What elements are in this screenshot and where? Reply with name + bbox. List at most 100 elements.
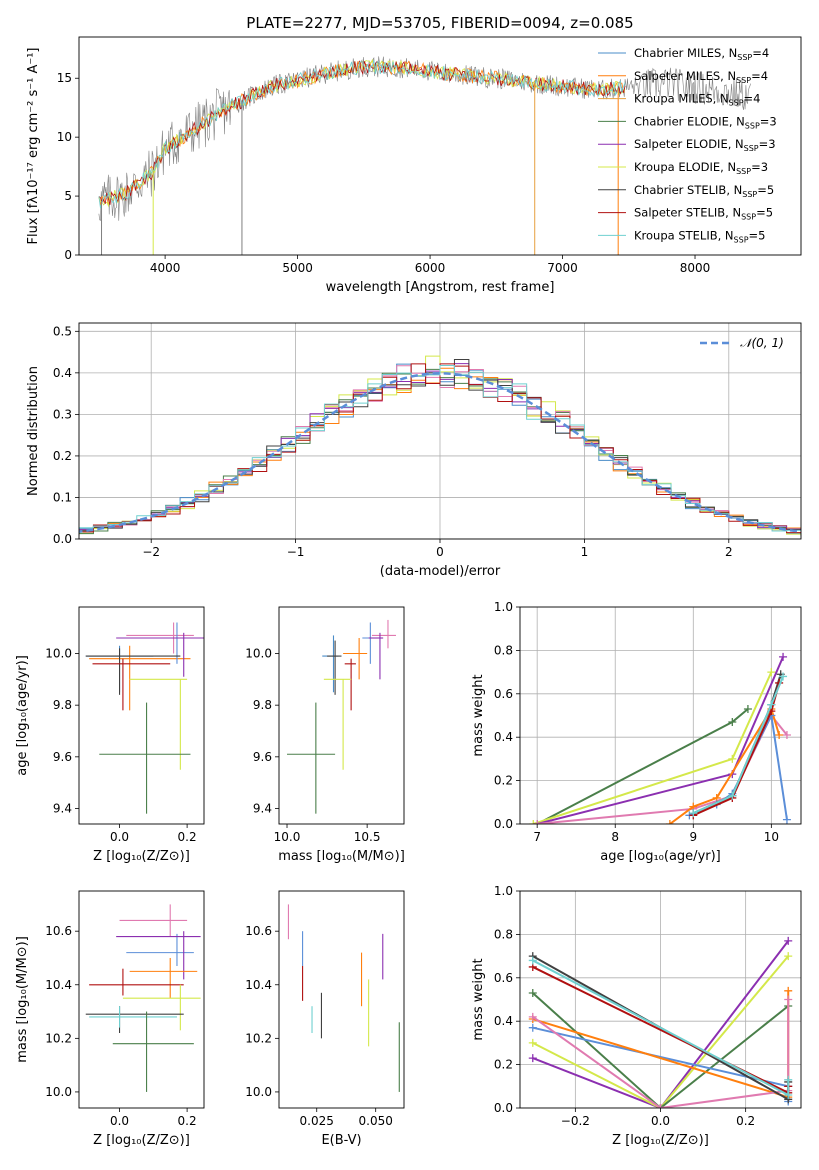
legend-entry: 𝒩(0, 1)	[740, 336, 784, 350]
x-axis-label: E(B-V)	[321, 1133, 361, 1148]
panel-7: −0.2 0.0 0.2 0.0 0.2 0.4 0.6 0.8 1.0 Z [log₁₀(Z/Z…	[471, 884, 802, 1148]
y-tick-label: 0.0	[53, 532, 72, 546]
legend-entry: Kroupa MILES, NSSP=4	[634, 92, 760, 108]
x-tick-label: 7000	[547, 261, 578, 275]
y-tick-label: 0.3	[53, 407, 72, 421]
y-axis-label: mass weight	[471, 958, 486, 1040]
y-axis-label: Normed distribution	[26, 366, 41, 496]
plot-area	[85, 622, 204, 814]
panel-0: 4000 5000 6000 7000 8000 0 5 10 15 wavelength [An…	[26, 36, 802, 295]
errorbar-point	[85, 1006, 184, 1033]
legend-text: Salpeter STELIB, N	[634, 206, 741, 220]
x-tick-label: 7	[533, 830, 541, 844]
series-marker	[784, 986, 793, 995]
x-tick-label: 0.050	[359, 1114, 393, 1128]
plot-area	[98, 56, 751, 255]
x-tick-label: 0.2	[736, 1114, 755, 1128]
legend-sub: SSP	[744, 144, 759, 153]
x-tick-label: 2	[725, 545, 733, 559]
y-tick-label: 0.6	[494, 687, 513, 701]
x-tick-label: −2	[142, 545, 160, 559]
series-line	[532, 940, 790, 1108]
legend-entry: Kroupa ELODIE, NSSP=3	[634, 160, 768, 176]
axes-frame	[78, 36, 802, 256]
series-marker	[533, 820, 542, 824]
plot-area	[85, 904, 201, 1092]
panel-1: −2 −1 0 1 2 0.0 0.1 0.2 0.3 0.4 0.5 (data-model)/er…	[26, 322, 802, 579]
y-tick-label: 10.0	[245, 1085, 272, 1099]
x-tick-label: 8	[611, 830, 619, 844]
y-tick-label: 10.2	[245, 1031, 272, 1045]
series-marker	[784, 936, 793, 945]
y-axis-label: mass [log₁₀(M/M⊙)]	[15, 936, 30, 1063]
errorbar-point	[322, 635, 339, 693]
y-tick-label: 0.6	[494, 971, 513, 985]
y-tick-label: 5	[64, 189, 72, 203]
y-tick-label: 0.2	[494, 1058, 513, 1072]
x-tick-label: 0	[436, 545, 444, 559]
series-marker	[528, 1012, 537, 1021]
legend-sub: SSP	[741, 213, 756, 222]
y-tick-label: 0.2	[494, 774, 513, 788]
model-spectrum-line	[98, 59, 626, 206]
y-tick-label: 1.0	[494, 884, 513, 898]
y-tick-label: 0.8	[494, 643, 513, 657]
legend-text: Kroupa MILES, N	[634, 92, 729, 106]
x-tick-label: 10	[764, 830, 779, 844]
series-marker	[782, 731, 791, 740]
errorbar-point	[129, 678, 188, 770]
y-tick-label: 10.0	[45, 647, 72, 661]
legend-tail: =5	[749, 228, 766, 242]
y-tick-label: 9.4	[253, 802, 272, 816]
y-tick-label: 0.2	[53, 449, 72, 463]
legend-tail: =3	[759, 137, 776, 151]
legend-text: Salpeter ELODIE, N	[634, 137, 744, 151]
legend-entry: Kroupa STELIB, NSSP=5	[634, 228, 765, 244]
errorbar-point	[139, 622, 198, 664]
legend-entry: Salpeter MILES, NSSP=4	[634, 69, 768, 85]
legend-tail: =4	[751, 69, 768, 83]
x-tick-label: 0.0	[110, 1114, 129, 1128]
x-tick-label: −1	[287, 545, 305, 559]
axes-frame	[278, 606, 405, 825]
errorbar-point	[371, 619, 396, 649]
plot-area	[287, 904, 400, 1092]
panel-6: 0.025 0.050 10.0 10.2 10.4 10.6 E(B-V)	[245, 890, 405, 1148]
legend-entry: Chabrier ELODIE, NSSP=3	[634, 114, 777, 130]
y-tick-label: 0.4	[494, 730, 513, 744]
x-tick-label: 6000	[415, 261, 446, 275]
plot-area	[520, 607, 801, 824]
panel-2: 0.0 0.2 9.4 9.6 9.8 10.0 Z [log₁₀(Z/Z⊙)] age [l…	[15, 606, 205, 864]
series-marker	[767, 668, 776, 677]
model-spectrum-line	[98, 60, 626, 209]
model-spectrum-line	[98, 60, 626, 205]
errorbar-point	[126, 933, 194, 967]
gaussian-curve	[79, 372, 801, 533]
errorbar-point	[122, 984, 201, 1031]
y-tick-label: 0.4	[494, 1014, 513, 1028]
legend-sub: SSP	[742, 190, 757, 199]
series-marker	[728, 754, 737, 763]
y-tick-label: 9.8	[53, 698, 72, 712]
plot-area	[520, 891, 801, 1108]
x-tick-label: 0.0	[110, 830, 129, 844]
legend-sub: SSP	[734, 235, 749, 244]
y-tick-label: 0.4	[53, 366, 72, 380]
legend-sub: SSP	[736, 76, 751, 85]
errorbar-point	[129, 957, 198, 999]
series-marker	[743, 704, 752, 713]
x-tick-label: 8000	[680, 261, 711, 275]
x-axis-label: Z [log₁₀(Z/Z⊙)]	[612, 1133, 709, 1148]
y-tick-label: 0.5	[53, 324, 72, 338]
y-axis-label: age [log₁₀(age/yr)]	[15, 655, 30, 776]
x-tick-label: 4000	[150, 261, 181, 275]
errorbar-point	[116, 931, 201, 980]
series-line	[532, 955, 789, 1108]
legend-text: Chabrier STELIB, N	[634, 183, 742, 197]
y-tick-label: 10.0	[45, 1085, 72, 1099]
x-tick-label: 10.5	[354, 830, 381, 844]
legend-sub: SSP	[745, 121, 760, 130]
y-tick-label: 0.8	[494, 927, 513, 941]
y-axis-label: Flux [fλ10⁻¹⁷ erg cm⁻² s⁻¹ A⁻¹]	[26, 48, 41, 245]
errorbar-point	[323, 678, 352, 770]
